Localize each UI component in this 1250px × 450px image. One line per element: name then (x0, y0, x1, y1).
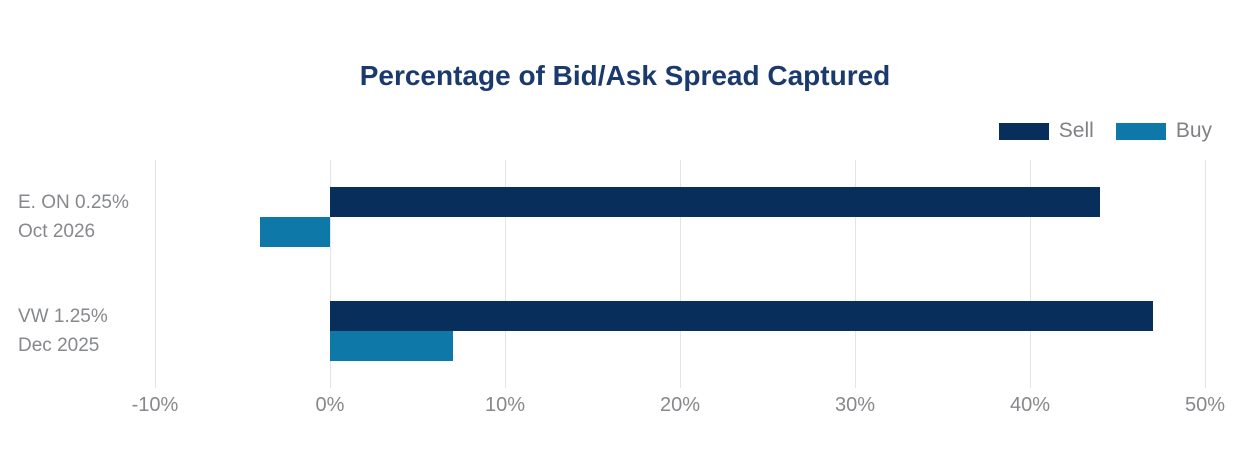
x-axis-tick-label: 50% (1184, 394, 1226, 416)
legend-label: Sell (1058, 119, 1094, 142)
legend-label: Buy (1175, 119, 1212, 142)
category-label-line: Oct 2026 (18, 221, 96, 242)
gridline-10 (505, 160, 506, 388)
chart-title: Percentage of Bid/Ask Spread Captured (359, 60, 891, 91)
x-axis-tick-label: 30% (834, 394, 876, 416)
category-label-line: Dec 2025 (18, 335, 100, 356)
gridline-0 (330, 160, 331, 388)
bar-sell-category-0 (330, 187, 1100, 217)
gridline--10 (155, 160, 156, 388)
gridline-20 (680, 160, 681, 388)
x-axis-tick-label: 10% (484, 394, 526, 416)
y-axis-category-label-1: VW 1.25% Dec 2025 (18, 302, 153, 360)
legend-swatch-sell (998, 122, 1049, 140)
legend-item-buy: Buy (1115, 119, 1212, 143)
legend-item-sell: Sell (998, 119, 1094, 143)
x-axis-tick-label: 20% (659, 394, 701, 416)
gridline-30 (855, 160, 856, 388)
x-axis-tick-label: 40% (1009, 394, 1051, 416)
x-axis-tick-label: 0% (315, 394, 345, 416)
category-label-line: E. ON 0.25% (18, 192, 129, 213)
gridline-40 (1030, 160, 1031, 388)
gridline-50 (1205, 160, 1206, 388)
x-axis-tick-label: -10% (131, 394, 179, 416)
legend: Sell Buy (998, 119, 1212, 143)
bar-sell-category-1 (330, 301, 1153, 331)
bar-buy-category-0 (260, 217, 330, 247)
bar-buy-category-1 (330, 331, 453, 361)
legend-swatch-buy (1115, 122, 1166, 140)
y-axis-category-label-0: E. ON 0.25% Oct 2026 (18, 188, 153, 246)
category-label-line: VW 1.25% (18, 306, 108, 327)
